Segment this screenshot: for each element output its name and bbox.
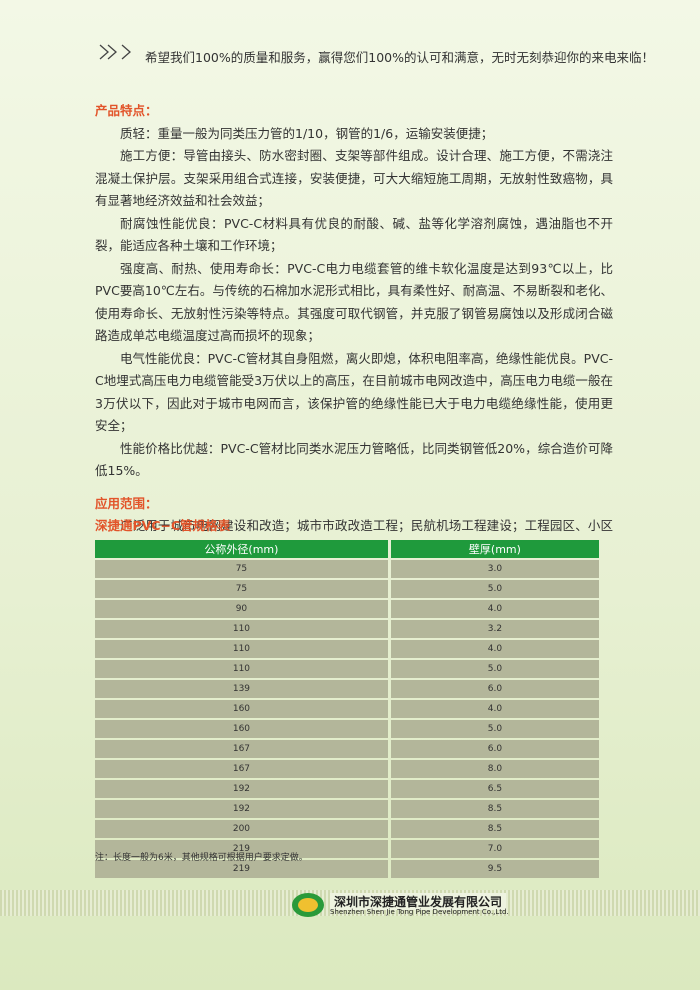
table-cell: 75 <box>95 560 388 578</box>
table-row: 192 8.5 <box>95 800 599 818</box>
paragraph: 强度高、耐热、使用寿命长：PVC-C电力电缆套管的维卡软化温度是达到93℃以上，… <box>95 260 613 344</box>
paragraph: 性能价格比优越：PVC-C管材比同类水泥压力管略低，比同类钢管低20%，综合造价… <box>95 440 613 479</box>
table-row: 139 6.0 <box>95 680 599 698</box>
table-row: 167 8.0 <box>95 760 599 778</box>
note: 注：长度一般为6米，其他规格可根据用户要求定做。 <box>95 853 308 863</box>
paragraph: 施工方便：导管由接头、防水密封圈、支架等部件组成。设计合理、施工方便，不需浇注混… <box>95 148 613 208</box>
slogan: 希望我们100%的质量和服务，赢得您们100%的认可和满意，无时无刻恭迎你的来电… <box>145 50 654 65</box>
table-row: 160 5.0 <box>95 720 599 738</box>
table-cell: 110 <box>95 620 388 638</box>
table-cell: 167 <box>95 740 388 758</box>
table-cell: 160 <box>95 720 388 738</box>
features: 质轻：重量一般为同类压力管的1/10，钢管的1/6，运输安装便捷； 施工方便：导管… <box>95 123 613 483</box>
logo <box>292 893 324 917</box>
table-cell: 139 <box>95 680 388 698</box>
table-cell: 3.0 <box>390 560 599 578</box>
table-cell: 167 <box>95 760 388 778</box>
table-cell: 8.0 <box>390 760 599 778</box>
table-cell: 6.0 <box>390 680 599 698</box>
table-row: 110 4.0 <box>95 640 599 658</box>
table-row: 160 4.0 <box>95 700 599 718</box>
paragraph: 电气性能优良：PVC-C管材其自身阻燃，离火即熄，体积电阻率高，绝缘性能优良。P… <box>95 350 613 434</box>
column-header: 壁厚(mm) <box>390 540 599 558</box>
table-cell: 4.0 <box>390 640 599 658</box>
table-cell: 192 <box>95 800 388 818</box>
table-row: 219 7.0 <box>95 840 599 858</box>
company-name-en: Shenzhen Shen Jie Tong Pipe Development … <box>330 908 509 916</box>
table-row: 192 6.5 <box>95 780 599 798</box>
table-cell: 5.0 <box>390 660 599 678</box>
table-row: 110 3.2 <box>95 620 599 638</box>
table-cell: 110 <box>95 660 388 678</box>
table-cell: 4.0 <box>390 600 599 618</box>
company-name: 深圳市深捷通管业发展有限公司 <box>330 893 507 910</box>
table-cell: 5.0 <box>390 580 599 598</box>
column-header: 公称外径(mm) <box>95 540 388 558</box>
table-cell: 110 <box>95 640 388 658</box>
table-cell: 8.5 <box>390 820 599 838</box>
table-row: 219 9.5 <box>95 860 599 878</box>
paragraph: 耐腐蚀性能优良：PVC-C材料具有优良的耐酸、碱、盐等化学溶剂腐蚀，遇油脂也不开… <box>95 215 613 254</box>
spec-table: 公称外径(mm) 壁厚(mm) 75 3.0 75 5.0 90 4.0 110 3.2 110 4.… <box>92 538 602 880</box>
table-cell: 219 <box>95 860 388 878</box>
table-cell: 75 <box>95 580 388 598</box>
table-cell: 8.5 <box>390 800 599 818</box>
paragraph: 质轻：重量一般为同类压力管的1/10，钢管的1/6，运输安装便捷； <box>120 125 494 141</box>
content: 产品特点： 质轻：重量一般为同类压力管的1/10，钢管的1/6，运输安装便捷； 施… <box>95 100 613 560</box>
heading: 产品特点： <box>95 103 158 118</box>
table-title: 深捷通PVC−C管规格表 <box>95 518 231 533</box>
table-row: 90 4.0 <box>95 600 599 618</box>
table-cell: 5.0 <box>390 720 599 738</box>
table-cell: 219 <box>95 840 388 858</box>
arrow-icon <box>99 44 131 60</box>
table-cell: 200 <box>95 820 388 838</box>
table-cell: 9.5 <box>390 860 599 878</box>
table-cell: 192 <box>95 780 388 798</box>
table-cell: 7.0 <box>390 840 599 858</box>
heading: 应用范围： <box>95 495 158 511</box>
table-cell: 6.5 <box>390 780 599 798</box>
table-row: 200 8.5 <box>95 820 599 838</box>
table-cell: 160 <box>95 700 388 718</box>
table-cell: 4.0 <box>390 700 599 718</box>
table-cell: 6.0 <box>390 740 599 758</box>
table-row: 75 5.0 <box>95 580 599 598</box>
table-row: 110 5.0 <box>95 660 599 678</box>
table-row: 75 3.0 <box>95 560 599 578</box>
table-cell: 3.2 <box>390 620 599 638</box>
table-row: 167 6.0 <box>95 740 599 758</box>
table-cell: 90 <box>95 600 388 618</box>
